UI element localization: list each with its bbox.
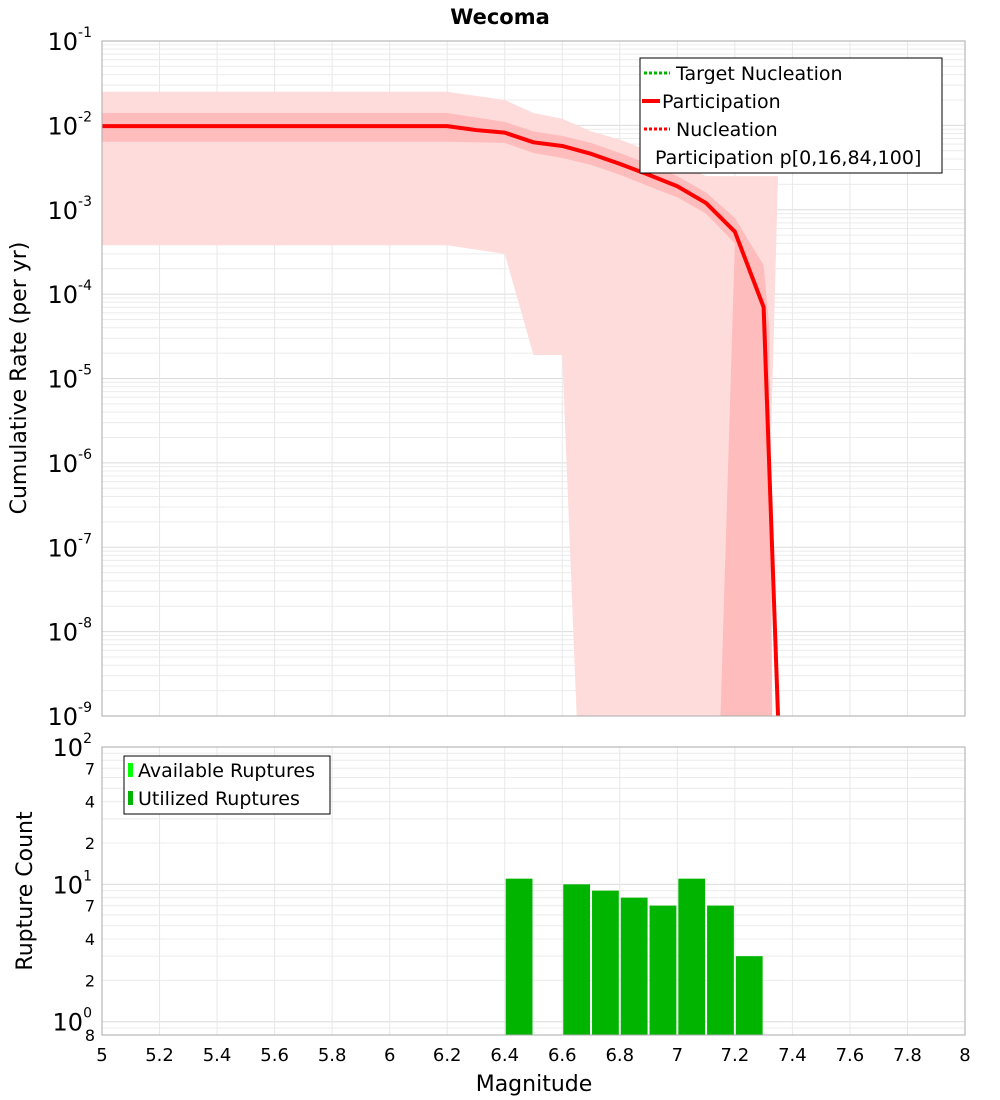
band-p0-p100 [102,91,779,716]
x-tick-label: 8 [959,1045,970,1066]
x-tick-label: 7.8 [893,1045,922,1066]
legend-swatch [128,763,133,777]
top-plot-frame [101,40,966,717]
top-legend-label: Target Nucleation [675,63,843,85]
top-legend-box [639,57,943,174]
chart-title: Wecoma [450,5,550,29]
top-y-tick-label: 10-3 [47,194,92,225]
top-y-tick-label: 10-5 [47,363,92,394]
bottom-chart-bars [505,878,763,1035]
legend-swatch [128,791,133,805]
top-legend-label: Participation [662,91,781,113]
x-tick-label: 5.8 [318,1045,347,1066]
participation-line [102,124,781,717]
rupture-bar [678,878,706,1035]
top-legend-label: Nucleation [676,119,778,141]
x-axis-label: Magnitude [476,1072,593,1097]
x-tick-label: 5.2 [145,1045,174,1066]
rupture-bar [707,905,734,1035]
rupture-bar [735,956,763,1035]
top-y-tick-label: 10-8 [47,616,92,647]
top-chart-bands [102,91,779,716]
x-tick-label: 7.2 [721,1045,750,1066]
bottom-legend: Available Ruptures Utilized Ruptures [123,755,331,815]
bottom-y-tick-label: 4 [85,793,95,812]
bottom-y-axis-label: Rupture Count [13,811,38,971]
x-tick-label: 6.6 [548,1045,577,1066]
top-y-tick-label: 10-2 [47,109,92,140]
rupture-bar [620,897,648,1035]
bottom-legend-label: Utilized Ruptures [138,788,300,810]
x-tick-label: 6.2 [433,1045,462,1066]
top-chart-lines [102,124,781,717]
top-legend: Target Nucleation Participation Nucleation… [639,57,943,174]
bottom-y-tick-label: 2 [85,971,95,990]
bottom-y-tick-label: 4 [85,930,95,949]
bottom-y-tick-label: 7 [85,897,95,916]
x-tick-label: 7.4 [778,1045,807,1066]
bottom-y-tick-label: 101 [53,868,92,899]
x-tick-label: 5.4 [203,1045,232,1066]
top-y-tick-label: 10-4 [47,278,92,309]
bottom-y-tick-label: 7 [85,759,95,778]
bottom-y-tick-label: 8 [85,1026,95,1045]
x-tick-label: 6 [384,1045,395,1066]
top-y-tick-label: 10-7 [47,531,92,562]
top-y-tick-label: 10-1 [47,25,92,56]
x-tick-label: 5.6 [260,1045,289,1066]
rupture-bar [592,890,619,1035]
top-legend-label: Participation p[0,16,84,100] [655,147,921,169]
bottom-y-tick-label: 2 [85,834,95,853]
x-tick-label: 5 [96,1045,107,1066]
top-y-tick-label: 10-9 [47,700,92,731]
rupture-bar [649,905,677,1035]
x-tick-label: 6.4 [490,1045,519,1066]
bottom-y-tick-label: 102 [53,731,92,762]
bottom-plot-frame [101,746,966,1036]
x-tick-label: 7.6 [836,1045,865,1066]
x-tick-label: 6.8 [605,1045,634,1066]
top-y-ticks: 10-1 10-2 10-3 10-4 10-5 10-6 10-7 10-8 10-9 [47,25,92,731]
bottom-legend-box [123,755,331,815]
bottom-legend-label: Available Ruptures [138,760,315,782]
top-y-axis-label: Cumulative Rate (per yr) [7,242,32,515]
bottom-y-tick-label: 100 [53,1006,92,1037]
bottom-x-ticks: 5 5.2 5.4 5.6 5.8 6 6.2 6.4 6.6 6.8 7 7.2 7.4 7.6 7.8 8 [96,1045,970,1066]
x-tick-label: 7 [672,1045,683,1066]
top-y-tick-label: 10-6 [47,447,92,478]
rupture-bar [563,884,591,1035]
rupture-bar [505,878,533,1035]
